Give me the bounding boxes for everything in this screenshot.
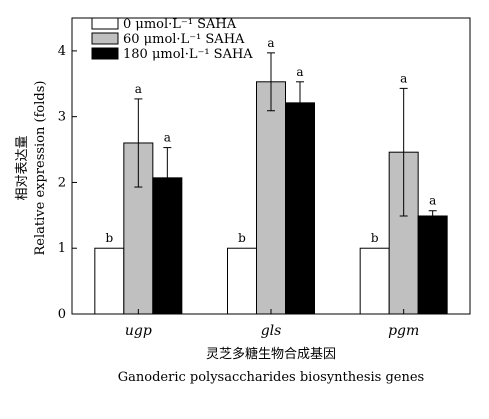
- legend-swatch: [91, 17, 119, 30]
- significance-label: b: [105, 231, 113, 245]
- legend-swatch: [91, 47, 119, 60]
- significance-label: a: [296, 65, 303, 79]
- x-category-label: ugp: [125, 323, 152, 339]
- legend-swatch: [91, 32, 119, 45]
- significance-label: b: [371, 231, 379, 245]
- axes: 0 1 2 3 4 ugp gls pgm: [58, 17, 471, 339]
- plot-area: b a a b a a b a a: [94, 36, 448, 315]
- significance-label: a: [164, 131, 171, 145]
- significance-label: b: [238, 231, 246, 245]
- y-tick-label: 3: [58, 110, 66, 125]
- legend-entry: 180 μmol·L⁻¹ SAHA: [123, 47, 253, 62]
- x-axis-title-english: Ganoderic polysaccharides biosynthesis g…: [118, 370, 424, 385]
- legend-entry: 60 μmol·L⁻¹ SAHA: [123, 32, 245, 47]
- y-tick-label: 2: [58, 175, 66, 190]
- bar: [227, 247, 257, 315]
- axis-titles: 灵芝多糖生物合成基因 Ganoderic polysaccharides bio…: [15, 81, 424, 385]
- y-tick-label: 4: [58, 44, 66, 59]
- y-axis-title-english: Relative expression (folds): [33, 81, 48, 256]
- bar: [94, 247, 125, 315]
- bar: [285, 102, 315, 315]
- bar: [359, 247, 390, 315]
- y-tick-label: 1: [58, 241, 66, 256]
- bar: [256, 81, 286, 315]
- x-category-label: pgm: [388, 323, 419, 339]
- y-axis-title-chinese: 相对表达量: [15, 135, 30, 200]
- x-category-label: gls: [261, 323, 282, 339]
- legend-entry: 0 μmol·L⁻¹ SAHA: [123, 17, 237, 32]
- significance-label: a: [400, 71, 407, 85]
- significance-label: a: [267, 36, 274, 50]
- bar: [417, 215, 448, 315]
- y-tick-label: 0: [58, 307, 66, 322]
- x-axis-title-chinese: 灵芝多糖生物合成基因: [206, 346, 336, 362]
- significance-label: a: [429, 194, 436, 208]
- significance-label: a: [135, 82, 142, 96]
